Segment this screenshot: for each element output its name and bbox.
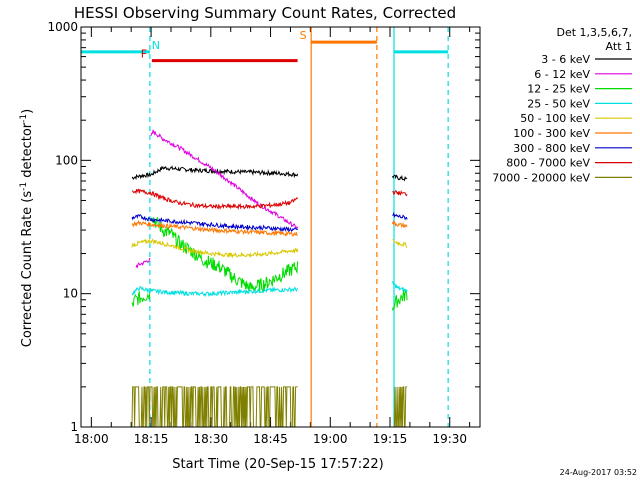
legend-entry-label: 100 - 300 keV — [513, 127, 590, 140]
series-line — [131, 291, 151, 307]
legend-header-line-1: Det 1,3,5,6,7, — [556, 26, 632, 39]
x-tick-label: 18:45 — [253, 432, 288, 446]
x-tick-label: 19:15 — [373, 432, 408, 446]
series-line — [135, 257, 151, 269]
series-line — [131, 285, 299, 298]
legend: Det 1,3,5,6,7, Att 1 3 - 6 keV 6 - 12 keV… — [492, 26, 632, 184]
legend-entry-label: 12 - 25 keV — [527, 83, 590, 96]
legend-entry-label: 7000 - 20000 keV — [492, 171, 590, 184]
legend-entry-label: 6 - 12 keV — [534, 68, 590, 81]
plot-layer: 1 10 100 1000 18:00 18:15 18:30 18:45 19:00 19:15… — [47, 20, 480, 446]
series-line — [131, 386, 298, 428]
x-tick-label: 18:00 — [74, 432, 109, 446]
x-tick-label: 18:30 — [194, 432, 229, 446]
series-line — [392, 386, 408, 428]
series-line — [131, 165, 299, 181]
y-tick-label: 1 — [70, 420, 78, 434]
series-line — [150, 129, 299, 229]
y-tick-label: 10 — [63, 287, 78, 301]
x-axis-label: Start Time (20-Sep-15 17:57:22) — [172, 457, 383, 472]
x-tick-label: 18:15 — [134, 432, 169, 446]
y-axis-label: Corrected Count Rate (s-1 detector-1) — [19, 109, 35, 347]
marker-label: F — [141, 48, 147, 61]
legend-entry-label: 25 - 50 keV — [527, 97, 590, 110]
series-line — [392, 239, 408, 248]
legend-entry-label: 300 - 800 keV — [513, 142, 590, 155]
marker-label: N — [152, 39, 160, 52]
x-tick-label: 19:00 — [313, 432, 348, 446]
series-line — [150, 216, 299, 293]
legend-entry-label: 3 - 6 keV — [541, 53, 590, 66]
legend-entry-label: 800 - 7000 keV — [506, 157, 590, 170]
series-line — [391, 281, 408, 294]
y-tick-label: 1000 — [47, 20, 78, 34]
series-line — [392, 189, 408, 197]
y-tick-label: 100 — [55, 153, 78, 167]
series-line — [391, 174, 408, 182]
series-line — [392, 211, 408, 221]
series-line — [132, 188, 299, 211]
series-line — [391, 289, 408, 311]
legend-entry-label: 50 - 100 keV — [520, 112, 590, 125]
series-line — [131, 219, 298, 237]
marker-label: S — [300, 29, 307, 42]
footer-timestamp: 24-Aug-2017 03:52 — [560, 468, 637, 477]
x-tick-label: 19:30 — [432, 432, 467, 446]
legend-header-line-2: Att 1 — [606, 40, 632, 53]
series-line — [391, 220, 408, 229]
chart-title: HESSI Observing Summary Count Rates, Cor… — [74, 4, 456, 22]
series-line — [131, 238, 299, 259]
series-line — [131, 214, 299, 233]
plot-frame — [80, 26, 481, 428]
